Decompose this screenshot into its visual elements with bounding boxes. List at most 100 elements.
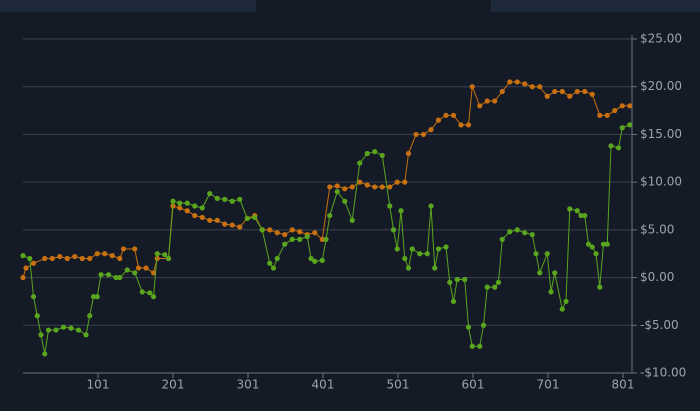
point	[379, 152, 385, 159]
tab[interactable]	[0, 0, 256, 12]
point	[559, 88, 565, 95]
point	[113, 274, 119, 281]
point	[207, 217, 213, 223]
point	[177, 205, 183, 211]
point	[544, 93, 550, 99]
point	[327, 184, 333, 190]
point	[177, 200, 183, 206]
point	[589, 91, 595, 97]
point	[469, 343, 475, 349]
point	[492, 284, 498, 290]
point	[244, 215, 250, 222]
tab[interactable]	[491, 0, 700, 12]
point	[582, 88, 588, 95]
point	[435, 117, 442, 123]
point	[199, 205, 205, 211]
point	[75, 327, 82, 333]
y-tick-label: $0.00	[640, 270, 674, 284]
point	[394, 179, 400, 185]
point	[308, 255, 314, 262]
point	[38, 332, 44, 338]
point	[507, 79, 513, 85]
point	[424, 251, 430, 257]
point	[267, 260, 273, 266]
point	[132, 246, 138, 252]
point	[574, 88, 580, 95]
point	[615, 145, 622, 151]
point	[559, 306, 565, 312]
point	[372, 149, 378, 155]
point	[574, 208, 580, 214]
point	[68, 325, 74, 331]
point	[387, 184, 393, 190]
point	[289, 227, 295, 233]
point	[327, 212, 333, 219]
point	[495, 279, 502, 285]
point	[184, 200, 190, 206]
point	[237, 196, 243, 202]
x-tick-label: 501	[387, 378, 410, 392]
point	[23, 265, 29, 271]
point	[589, 244, 595, 250]
point	[462, 276, 468, 283]
point	[405, 150, 412, 157]
point	[529, 232, 535, 238]
point	[619, 125, 625, 131]
point	[465, 122, 472, 128]
point	[214, 195, 220, 201]
point	[150, 270, 157, 276]
point	[162, 252, 168, 258]
point	[27, 255, 33, 262]
point	[435, 246, 442, 252]
point	[117, 274, 123, 281]
point	[627, 122, 633, 128]
point	[117, 255, 123, 262]
point	[537, 270, 543, 276]
point	[170, 198, 176, 204]
point	[454, 276, 460, 283]
point	[60, 324, 67, 330]
point	[390, 227, 397, 233]
point	[323, 236, 329, 242]
point	[514, 79, 520, 85]
point	[274, 255, 280, 262]
point	[492, 98, 498, 104]
point	[319, 257, 325, 263]
point	[319, 236, 325, 242]
point	[79, 255, 85, 262]
point	[124, 267, 130, 273]
point	[199, 214, 205, 221]
point	[282, 241, 288, 247]
point	[522, 230, 528, 236]
point	[297, 229, 303, 235]
point	[274, 230, 280, 236]
point	[184, 208, 190, 214]
point	[30, 294, 37, 300]
point	[604, 241, 610, 247]
point	[357, 160, 363, 166]
point	[443, 112, 449, 118]
point	[349, 184, 355, 190]
point	[537, 84, 543, 90]
point	[83, 332, 89, 338]
point	[229, 222, 235, 228]
point	[229, 198, 235, 204]
point	[132, 270, 138, 276]
point	[135, 265, 142, 271]
point	[139, 289, 145, 295]
point	[465, 324, 472, 330]
point	[578, 212, 584, 219]
point	[192, 203, 198, 209]
point	[552, 88, 558, 95]
point	[94, 251, 100, 257]
point	[443, 244, 449, 250]
point	[469, 84, 475, 90]
point	[120, 246, 127, 252]
point	[105, 272, 112, 278]
x-tick-label: 401	[312, 378, 335, 392]
y-tick-label: -$5.00	[640, 318, 679, 332]
point	[480, 322, 487, 328]
point	[312, 230, 318, 236]
point	[87, 255, 93, 262]
